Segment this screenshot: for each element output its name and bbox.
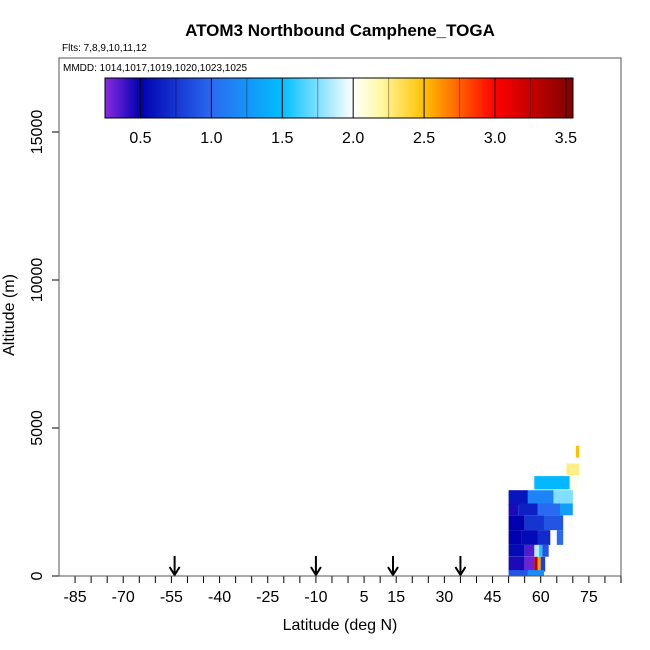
data-cell <box>543 515 564 531</box>
x-tick-label: -70 <box>112 589 135 606</box>
x-tick-label: -85 <box>63 589 86 606</box>
x-tick-label: 75 <box>580 589 598 606</box>
data-cell <box>527 490 554 505</box>
flights-label: Flts: 7,8,9,10,11,12 <box>62 43 147 54</box>
data-cell <box>524 515 544 531</box>
colorbar-tick-label: 0.5 <box>129 130 151 147</box>
data-cell <box>571 476 578 490</box>
x-tick-label: 15 <box>387 589 405 606</box>
data-cell <box>553 490 573 505</box>
data-cell <box>508 503 519 516</box>
colorbar-tick-label: 3.5 <box>555 130 577 147</box>
colorbar: 0.5 1.0 1.5 2.0 2.5 3.0 3.5 <box>104 77 577 147</box>
y-tick-label: 0 <box>29 571 46 580</box>
data-cell <box>542 544 549 557</box>
chart-title: ATOM3 Northbound Camphene_TOGA <box>185 21 495 40</box>
flight-arrows <box>168 556 467 577</box>
data-cell <box>508 556 525 572</box>
data-cell <box>508 515 525 531</box>
x-axis-label: Latitude (deg N) <box>283 617 398 634</box>
data-cells <box>508 445 580 576</box>
x-axis-ticks: -85 -70 -55 -40 -25 -10 5 15 30 45 60 75 <box>63 576 622 606</box>
data-cell <box>534 476 570 490</box>
data-cell <box>508 530 522 545</box>
y-axis-label: Altitude (m) <box>1 274 18 356</box>
y-tick-label: 10000 <box>29 258 46 303</box>
colorbar-ticks: 0.5 1.0 1.5 2.0 2.5 3.0 3.5 <box>129 78 577 147</box>
data-cell <box>508 544 525 557</box>
data-cell <box>560 503 573 516</box>
flight-arrow <box>310 556 322 577</box>
colorbar-tick-label: 1.5 <box>271 130 293 147</box>
x-tick-label: 5 <box>360 589 369 606</box>
colorbar-tick-label: 2.5 <box>413 130 435 147</box>
data-cell <box>537 530 551 545</box>
y-tick-label: 15000 <box>29 110 46 155</box>
plot-frame <box>58 57 622 577</box>
x-tick-label: -25 <box>256 589 279 606</box>
data-cell <box>556 530 564 545</box>
data-cell <box>576 445 580 458</box>
data-cell <box>534 544 540 557</box>
flight-arrow <box>454 556 467 577</box>
colorbar-tick-label: 2.0 <box>342 130 364 147</box>
y-tick-label: 5000 <box>29 410 46 446</box>
data-cell <box>508 490 528 505</box>
flight-arrow <box>387 556 399 577</box>
x-tick-label: -55 <box>160 589 183 606</box>
data-cell <box>508 570 528 576</box>
data-cell <box>534 556 538 572</box>
x-tick-label: -40 <box>208 589 231 606</box>
data-cell <box>537 503 560 516</box>
data-cell <box>524 544 535 557</box>
colorbar-gradient <box>104 77 574 119</box>
data-cell <box>537 556 541 572</box>
x-tick-label: 45 <box>484 589 502 606</box>
dates-label: MMDD: 1014,1017,1019,1020,1023,1025 <box>63 63 247 74</box>
data-cell <box>539 544 543 557</box>
data-cell <box>540 556 546 572</box>
x-tick-label: 30 <box>435 589 453 606</box>
colorbar-tick-label: 3.0 <box>484 130 506 147</box>
data-cell <box>527 570 544 576</box>
colorbar-tick-label: 1.0 <box>200 130 222 147</box>
y-axis-ticks: 0 5000 10000 15000 <box>29 110 59 580</box>
data-cell <box>518 503 538 516</box>
flight-arrow <box>168 556 181 577</box>
data-cell <box>566 463 580 476</box>
x-tick-label: 60 <box>532 589 550 606</box>
data-cell <box>524 556 535 572</box>
data-cell <box>521 530 538 545</box>
x-tick-label: -10 <box>304 589 327 606</box>
